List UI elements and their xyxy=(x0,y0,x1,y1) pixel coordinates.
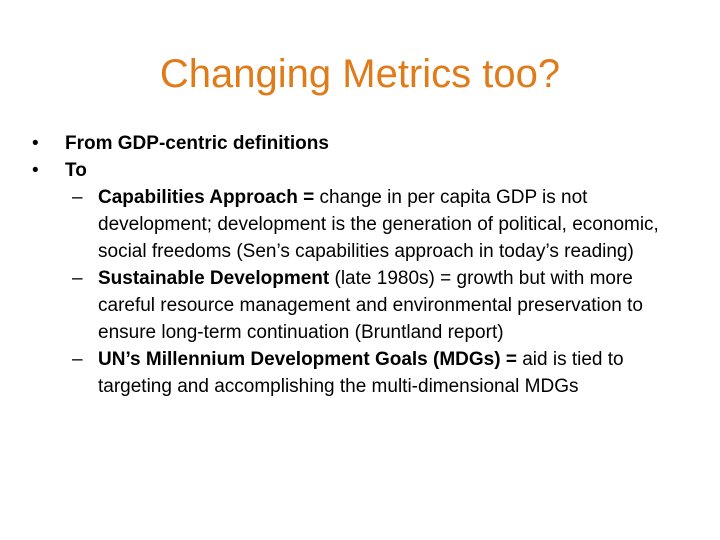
sub-item-text: (late 1980s) = growth but with more care… xyxy=(98,268,643,343)
bullet-item-to: • To xyxy=(30,157,690,184)
bullet-item-gdp-centric: • From GDP-centric definitions xyxy=(30,130,690,157)
bullet-text: To xyxy=(65,160,87,181)
sub-item-bold-term: Sustainable Development xyxy=(98,268,330,289)
sub-item-capabilities-approach: – Capabilities Approach = change in per … xyxy=(30,184,690,265)
dash-icon: – xyxy=(72,268,83,289)
dash-icon: – xyxy=(72,187,83,208)
sub-item-text: change in per capita GDP is not developm… xyxy=(98,187,659,262)
sub-item-mdgs: – UN’s Millennium Development Goals (MDG… xyxy=(30,346,690,400)
dash-icon: – xyxy=(72,349,83,370)
bullet-text: From GDP-centric definitions xyxy=(65,133,329,154)
slide-title: Changing Metrics too? xyxy=(159,52,561,96)
sub-item-bold-term: Capabilities Approach = xyxy=(98,187,315,208)
sub-item-bold-term: UN’s Millennium Development Goals (MDGs)… xyxy=(98,349,517,370)
slide-body: • From GDP-centric definitions • To – Ca… xyxy=(30,130,690,400)
sub-item-sustainable-development: – Sustainable Development (late 1980s) =… xyxy=(30,265,690,346)
bullet-icon: • xyxy=(32,133,39,154)
bullet-icon: • xyxy=(32,160,39,181)
sub-item-text: aid is tied to targeting and accomplishi… xyxy=(98,349,624,397)
